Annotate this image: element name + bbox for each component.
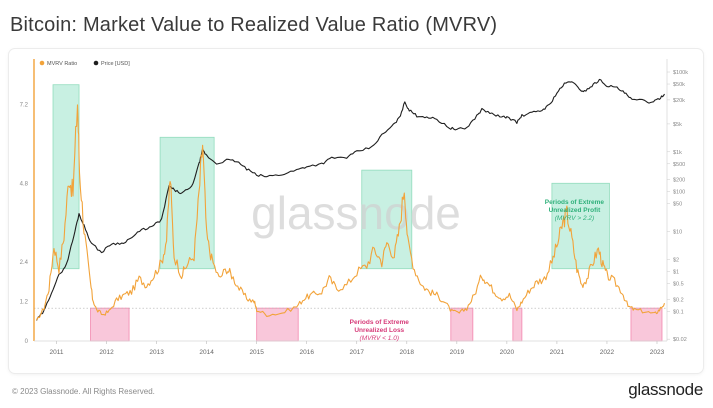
chart-card: glassnode 2011 2012 2013 2014 2015 2016 2017 20…	[9, 49, 703, 373]
loss-zone	[256, 307, 299, 342]
profit-zone	[52, 84, 80, 270]
loss-zone	[512, 307, 523, 342]
x-tick-label: 2011	[50, 349, 64, 356]
legend-mvrv-swatch	[39, 60, 45, 66]
x-tick-label: 2017	[350, 349, 365, 356]
brand-logo: glassnode	[628, 380, 703, 399]
y-right-tick-label: $50	[673, 202, 682, 208]
x-tick-label: 2019	[450, 349, 465, 356]
y-right-tick-label: $50k	[673, 82, 685, 88]
y-right-tick-label: $20k	[673, 98, 685, 104]
y-right-tick-label: $0.1	[673, 309, 684, 315]
y-right-tick-label: $0.5	[673, 281, 684, 287]
copyright: © 2023 Glassnode. All Rights Reserved.	[12, 387, 155, 396]
x-tick-label: 2022	[600, 349, 615, 356]
x-tick-label: 2012	[99, 349, 114, 356]
x-tick-label: 2015	[249, 349, 264, 356]
y-right-tick-label: $0.2	[673, 297, 684, 303]
y-left-tick-label: 0	[25, 339, 29, 345]
y-right-tick-label: $100	[673, 190, 685, 196]
x-tick-label: 2023	[650, 349, 665, 356]
loss-zone	[90, 307, 130, 342]
series-mvrv-line	[36, 104, 666, 321]
x-tick-label: 2013	[149, 349, 164, 356]
legend-mvrv-label: MVRV Ratio	[47, 61, 77, 67]
annotation-loss: Unrealized Loss	[354, 327, 404, 334]
annotation-profit: (MVRV > 2.2)	[555, 215, 594, 222]
annotation-profit: Unrealized Profit	[549, 207, 601, 214]
x-tick-label: 2016	[299, 349, 314, 356]
annotation-profit: Periods of Extreme	[545, 199, 605, 206]
y-right-tick-label: $100k	[673, 70, 688, 76]
page-title: Bitcoin: Market Value to Realized Value …	[10, 14, 498, 36]
y-right-tick-label: $200	[673, 178, 685, 184]
annotation-loss: (MVRV < 1.0)	[360, 335, 399, 342]
annotation-loss: Periods of Extreme	[350, 319, 410, 326]
y-left-tick-label: 7.2	[20, 102, 29, 108]
legend-price-swatch	[93, 60, 99, 66]
y-right-tick-label: $2	[673, 257, 679, 263]
y-right-tick-label: $5k	[673, 122, 682, 128]
y-left-tick-label: 2.4	[20, 260, 29, 266]
profit-zone	[361, 169, 413, 270]
series-price-line	[36, 78, 665, 321]
legend: MVRV Ratio Price [USD]	[39, 60, 130, 67]
x-tick-label: 2018	[400, 349, 415, 356]
series-layer	[36, 78, 666, 321]
y-left-tick-label: 4.8	[20, 181, 29, 187]
y-right-tick-label: $500	[673, 162, 685, 168]
legend-price-label: Price [USD]	[101, 61, 130, 67]
watermark: glassnode	[251, 187, 461, 239]
axes-layer: 2011 2012 2013 2014 2015 2016 2017 2018 2019 2020…	[20, 59, 688, 356]
x-tick-label: 2014	[199, 349, 214, 356]
y-right-tick-label: $1	[673, 269, 679, 275]
zones-layer	[34, 84, 667, 342]
y-right-tick-label: $10	[673, 230, 682, 236]
x-tick-label: 2020	[500, 349, 515, 356]
x-tick-label: 2021	[550, 349, 565, 356]
y-right-tick-label: $1k	[673, 150, 682, 156]
y-left-tick-label: 1.2	[20, 300, 29, 306]
y-right-tick-label: $0.02	[673, 337, 687, 343]
mvrv-chart: glassnode 2011 2012 2013 2014 2015 2016 2017 20…	[20, 59, 688, 356]
loss-zone	[450, 307, 474, 342]
